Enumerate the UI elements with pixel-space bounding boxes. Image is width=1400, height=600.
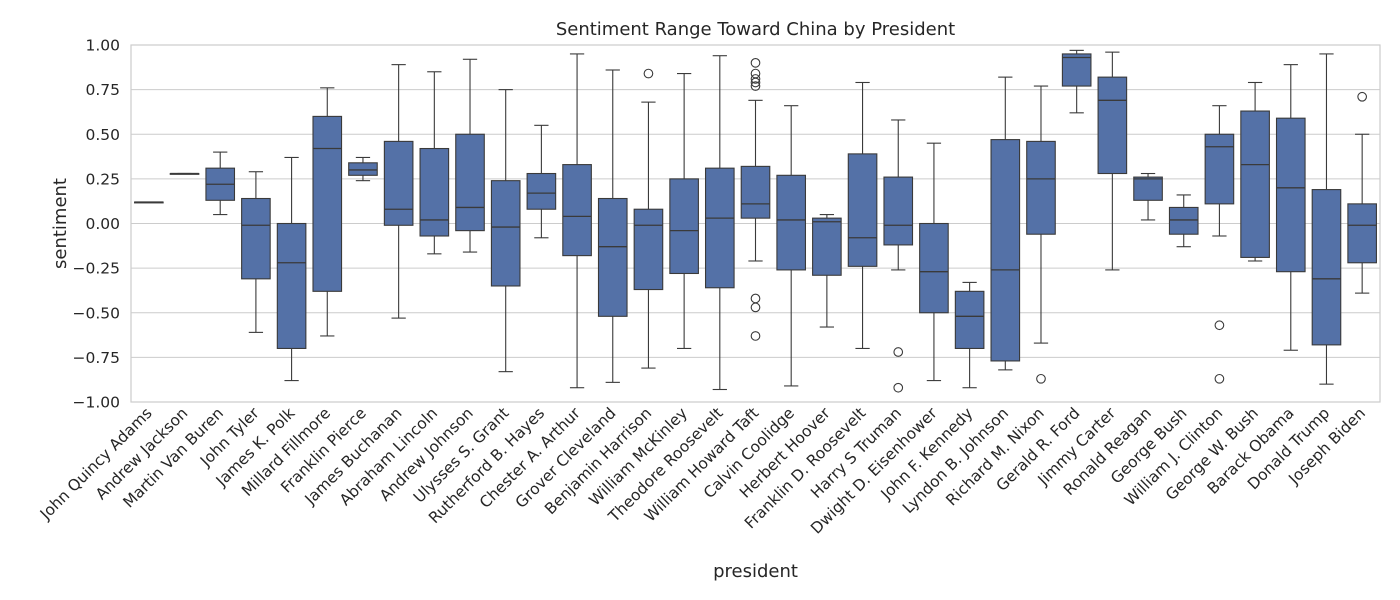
outlier-point (1214, 373, 1225, 384)
y-tick-label: 1.00 (85, 37, 120, 55)
box-group (1061, 49, 1092, 114)
box-group (1275, 64, 1306, 351)
box-group (205, 151, 236, 216)
box-group (704, 55, 735, 391)
y-tick-label: 0.75 (85, 81, 120, 99)
outlier-point (750, 57, 761, 68)
y-tick-label: 0.25 (85, 170, 120, 188)
box (348, 162, 378, 176)
box (1026, 140, 1056, 235)
y-tick-label: −0.75 (73, 349, 121, 367)
box (633, 208, 664, 291)
box (1133, 176, 1163, 201)
box-group (954, 281, 985, 389)
box-group (241, 171, 271, 333)
box (455, 133, 485, 232)
outlier-point (750, 77, 761, 88)
outlier-point (893, 347, 904, 357)
box-group (1240, 81, 1270, 262)
box-group (1097, 51, 1128, 271)
box (776, 174, 807, 271)
box-group (1026, 85, 1056, 384)
box (1097, 76, 1128, 175)
box-group (312, 87, 343, 337)
outlier-point (643, 68, 654, 79)
y-tick-labels: 1.00 0.75 0.50 0.25 0.00 −0.25 −0.50 −0.75 −1.00 (73, 37, 121, 412)
box (562, 164, 592, 257)
y-tick-label: −1.00 (73, 394, 121, 412)
box (740, 165, 771, 219)
box (669, 178, 699, 275)
box (1240, 110, 1270, 258)
box (1168, 206, 1199, 235)
outlier-point (893, 382, 904, 393)
box-group (776, 105, 807, 387)
box-group (526, 124, 557, 239)
plot-frame (130, 44, 1381, 403)
box (312, 115, 343, 292)
box (1275, 117, 1306, 273)
box-group (812, 214, 842, 328)
box-group (1133, 172, 1163, 221)
box-group (633, 68, 664, 369)
box-group (562, 53, 592, 389)
outlier-point (750, 331, 761, 341)
outlier-point (1036, 373, 1046, 384)
box-group (1204, 105, 1235, 384)
box (812, 217, 842, 276)
box (1311, 189, 1342, 346)
box-group (740, 57, 771, 341)
box-group (597, 69, 628, 383)
box-group (348, 156, 378, 182)
x-axis-label: president (713, 561, 798, 582)
chart-title: Sentiment Range Toward China by Presiden… (556, 19, 955, 40)
box (597, 197, 628, 317)
box (883, 176, 914, 246)
box-group (847, 81, 878, 350)
box (383, 140, 414, 226)
box-group (169, 172, 200, 175)
y-tick-label: −0.50 (73, 304, 121, 322)
y-axis-label: sentiment (50, 178, 71, 269)
outlier-point (750, 293, 761, 304)
box-group (490, 89, 521, 373)
box-group (419, 71, 450, 255)
box (990, 139, 1021, 362)
box-series (134, 49, 1377, 393)
y-tick-label: 0.50 (85, 126, 120, 144)
box (419, 147, 450, 237)
box (1347, 203, 1377, 264)
outlier-point (750, 302, 761, 313)
box (919, 222, 949, 314)
box-group (1347, 91, 1377, 294)
y-tick-label: −0.25 (73, 260, 121, 278)
box (1204, 133, 1235, 205)
box-group (1311, 53, 1342, 385)
box (490, 180, 521, 287)
box (704, 167, 735, 289)
box (276, 222, 307, 349)
box (1061, 53, 1092, 87)
outlier-point (1357, 91, 1368, 102)
box-group (669, 73, 699, 350)
box (526, 172, 557, 210)
box-group (990, 76, 1021, 371)
outlier-point (750, 81, 761, 91)
outlier-point (1214, 320, 1225, 331)
box (847, 153, 878, 267)
box-group (134, 201, 164, 204)
box-group (1168, 194, 1199, 248)
outlier-point (750, 74, 761, 84)
box (241, 197, 271, 280)
box-group (455, 58, 485, 253)
box (954, 290, 985, 349)
box-group (276, 156, 307, 382)
box-group (883, 119, 914, 393)
y-tick-label: 0.00 (85, 215, 120, 233)
box-group (383, 64, 414, 319)
box-group (919, 142, 949, 382)
